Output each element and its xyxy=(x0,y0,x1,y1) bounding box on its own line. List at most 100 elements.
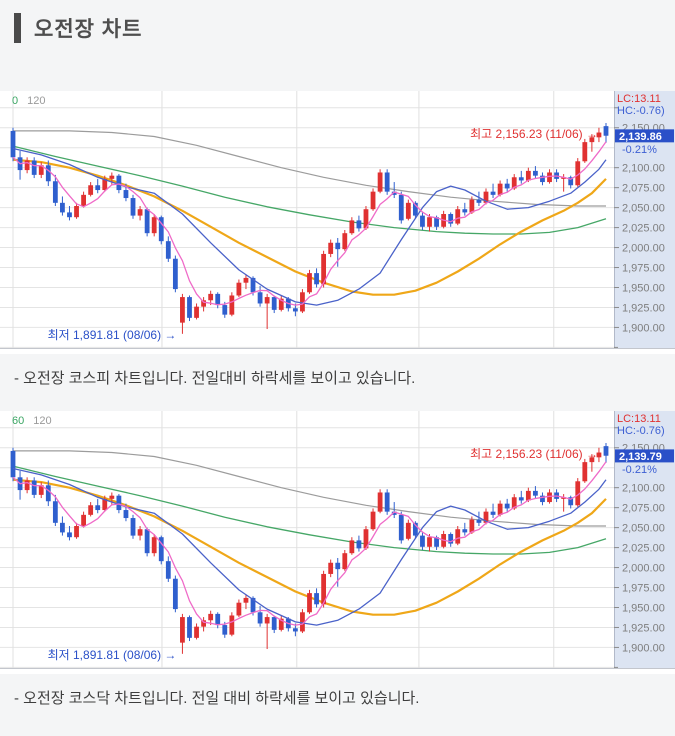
candle-body xyxy=(469,519,475,533)
ma240-line xyxy=(13,450,606,527)
axis-tick-label: 2,050.00 xyxy=(622,203,665,215)
candle-body xyxy=(384,492,390,512)
candle-body xyxy=(81,514,86,527)
axis-tick-label: 2,000.00 xyxy=(622,243,665,255)
candle-body xyxy=(547,172,552,183)
candle-body xyxy=(74,526,79,538)
candle-body xyxy=(307,593,312,613)
candle-body xyxy=(45,485,51,502)
candle-body xyxy=(582,142,588,162)
candle-body xyxy=(307,273,312,293)
candle-body xyxy=(448,534,454,544)
candle-body xyxy=(363,209,369,229)
kosdaq-caption: - 오전장 코스닥 차트입니다. 전일 대비 하락세를 보이고 있습니다. xyxy=(14,690,420,707)
candle-body xyxy=(504,503,510,509)
ma60-line xyxy=(12,478,607,616)
axis-tick-label: 1,900.00 xyxy=(622,322,665,334)
candle-body xyxy=(384,172,390,192)
candle-body xyxy=(314,593,319,605)
ma5-line xyxy=(12,141,607,306)
candle-body xyxy=(518,497,524,501)
high-annotation: 최고 2,156.23 (11/06) → xyxy=(470,127,598,141)
change-pct-label: -0.21% xyxy=(622,464,657,476)
candle-body xyxy=(201,300,207,307)
candle-body xyxy=(370,511,376,530)
candle-body xyxy=(187,617,192,638)
ma60-line xyxy=(12,158,607,296)
candle-body xyxy=(335,242,341,250)
axis-tick-label: 2,100.00 xyxy=(622,483,665,495)
candle-body xyxy=(575,161,581,186)
candle-body xyxy=(264,297,270,304)
candle-body xyxy=(229,295,235,315)
ma5-line xyxy=(12,461,607,626)
candle-body xyxy=(589,137,595,143)
candle-body xyxy=(363,529,369,549)
candle-body xyxy=(561,177,567,179)
candle-body xyxy=(257,612,263,624)
candle-body xyxy=(300,612,305,632)
candle-body xyxy=(476,199,482,203)
candle-body xyxy=(568,497,574,506)
candle-body xyxy=(370,191,376,210)
lc-label: LC:13.11 xyxy=(617,93,661,105)
candle-body xyxy=(525,490,531,501)
candle-body xyxy=(180,617,185,643)
candle-body xyxy=(349,540,355,554)
candle-body xyxy=(81,194,86,207)
candle-body xyxy=(194,626,199,638)
axis-tick-label: 1,925.00 xyxy=(622,302,665,314)
candle-body xyxy=(208,293,214,301)
candle-body xyxy=(109,175,115,179)
kospi-chart-canvas: 0 120 최고 2,156.23 (11/06) → 최저 1,891.81 (08… xyxy=(0,91,675,349)
kospi-caption: - 오전장 코스피 차트입니다. 전일대비 하락세를 보이고 있습니다. xyxy=(14,370,416,387)
candle-body xyxy=(540,495,545,503)
candle-body xyxy=(102,178,108,191)
candle-body xyxy=(52,181,58,203)
candle-body xyxy=(95,505,101,511)
candle-body xyxy=(427,217,432,227)
candle-body xyxy=(469,199,475,213)
candle-body xyxy=(412,202,418,216)
axis-tick-label: 1,925.00 xyxy=(622,622,665,634)
candle-body xyxy=(377,492,383,512)
candle-body xyxy=(123,510,129,519)
candle-body xyxy=(497,503,503,515)
hc-label: HC:-0.76) xyxy=(617,425,665,437)
candle-body xyxy=(215,293,221,306)
candle-body xyxy=(497,183,503,195)
candle-body xyxy=(603,126,609,136)
axis-tick-label: 2,000.00 xyxy=(622,563,665,575)
candle-body xyxy=(300,292,305,312)
axis-tick-label: 1,975.00 xyxy=(622,583,665,595)
title-accent-bar xyxy=(14,13,21,43)
candle-body xyxy=(518,177,524,181)
candle-body xyxy=(292,308,298,312)
axis-tick-label: 2,050.00 xyxy=(622,523,665,535)
candle-body xyxy=(455,529,461,544)
candle-body xyxy=(448,214,454,224)
kosdaq-chart: 60 120 최고 2,156.23 (11/06) → 최저 1,891.81 (0… xyxy=(0,411,675,674)
candle-body xyxy=(504,183,510,189)
axis-tick-label: 1,950.00 xyxy=(622,282,665,294)
candle-body xyxy=(278,618,284,630)
candle-body xyxy=(271,617,277,630)
candle-body xyxy=(398,194,404,221)
candle-body xyxy=(547,492,552,503)
candle-body xyxy=(490,511,496,515)
candle-body xyxy=(582,462,588,482)
candle-body xyxy=(533,490,538,496)
candle-body xyxy=(144,529,150,554)
candle-body xyxy=(328,562,334,574)
hc-label: HC:-0.76) xyxy=(617,105,665,117)
candle-body xyxy=(525,170,531,181)
candle-body xyxy=(420,215,425,227)
candle-body xyxy=(95,185,101,191)
candle-body xyxy=(398,514,404,541)
candle-body xyxy=(31,480,37,495)
candle-body xyxy=(222,625,228,635)
candle-body xyxy=(589,457,595,463)
candle-body xyxy=(342,553,348,570)
candle-body xyxy=(490,191,496,195)
candle-body xyxy=(575,481,581,506)
